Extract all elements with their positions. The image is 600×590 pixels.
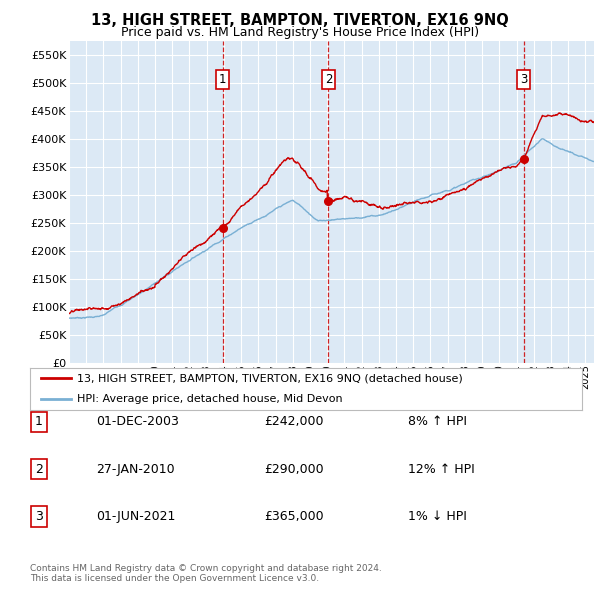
Text: 2: 2	[35, 463, 43, 476]
Text: 8% ↑ HPI: 8% ↑ HPI	[408, 415, 467, 428]
Text: £365,000: £365,000	[264, 510, 323, 523]
Text: Price paid vs. HM Land Registry's House Price Index (HPI): Price paid vs. HM Land Registry's House …	[121, 26, 479, 39]
Text: 13, HIGH STREET, BAMPTON, TIVERTON, EX16 9NQ (detached house): 13, HIGH STREET, BAMPTON, TIVERTON, EX16…	[77, 373, 463, 383]
Text: 1% ↓ HPI: 1% ↓ HPI	[408, 510, 467, 523]
Text: 27-JAN-2010: 27-JAN-2010	[96, 463, 175, 476]
Text: 01-DEC-2003: 01-DEC-2003	[96, 415, 179, 428]
Text: 3: 3	[520, 73, 527, 86]
Text: Contains HM Land Registry data © Crown copyright and database right 2024.
This d: Contains HM Land Registry data © Crown c…	[30, 563, 382, 583]
Text: 3: 3	[35, 510, 43, 523]
Text: £290,000: £290,000	[264, 463, 323, 476]
Text: £242,000: £242,000	[264, 415, 323, 428]
Text: 12% ↑ HPI: 12% ↑ HPI	[408, 463, 475, 476]
Text: 01-JUN-2021: 01-JUN-2021	[96, 510, 175, 523]
Text: 2: 2	[325, 73, 332, 86]
Text: 1: 1	[219, 73, 226, 86]
Text: 13, HIGH STREET, BAMPTON, TIVERTON, EX16 9NQ: 13, HIGH STREET, BAMPTON, TIVERTON, EX16…	[91, 13, 509, 28]
Text: HPI: Average price, detached house, Mid Devon: HPI: Average price, detached house, Mid …	[77, 395, 343, 404]
Text: 1: 1	[35, 415, 43, 428]
